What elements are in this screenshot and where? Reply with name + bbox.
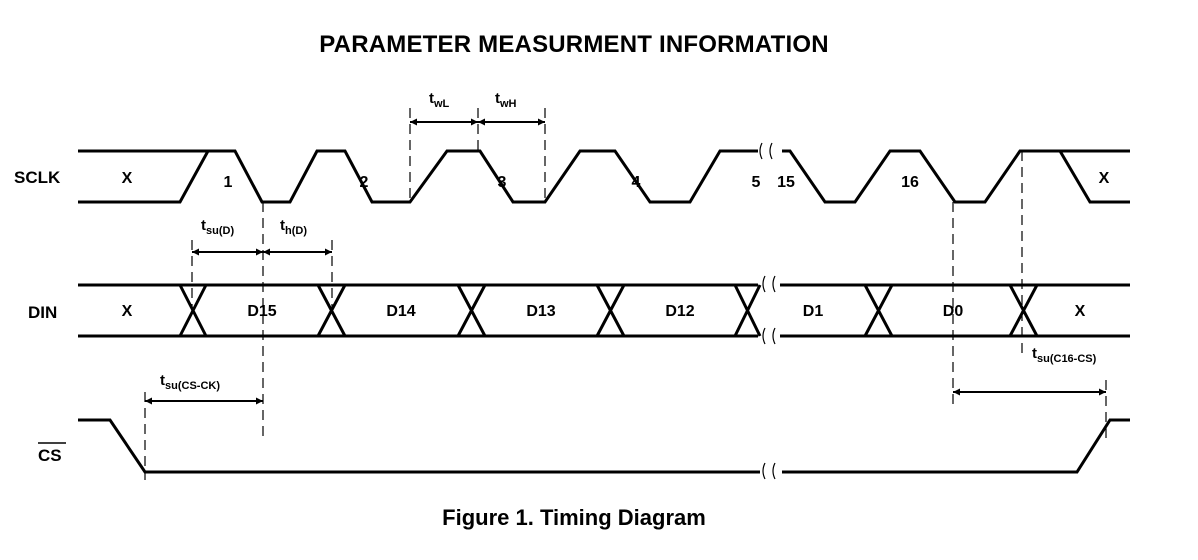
sclk-clock-trace-b (782, 149, 1060, 204)
figure-caption: Figure 1. Timing Diagram (442, 505, 706, 530)
sclk-label-1: 1 (224, 174, 233, 191)
tsuc16cs-label: tsu(C16-CS) (1032, 345, 1097, 365)
cs-trace-b (782, 418, 1130, 474)
reference-lines (144, 108, 1107, 480)
sclk-label-5: 5 (752, 174, 761, 191)
sclk-tail-upper (1058, 150, 1130, 204)
sclk-label-4: 4 (632, 174, 641, 191)
dimension-arrows (145, 118, 1106, 405)
din-label-d14: D14 (386, 303, 415, 320)
sclk-label-16: 16 (901, 174, 919, 191)
cs-waveform (78, 418, 1130, 474)
din-break-mark (762, 275, 776, 345)
sclk-label-15: 15 (777, 174, 795, 191)
din-label-d13: D13 (526, 303, 555, 320)
sclk-break-mark (759, 142, 773, 160)
sclk-label-3: 3 (498, 174, 507, 191)
sclk-signal-name: SCLK (14, 168, 61, 187)
cs-trace-a (78, 418, 760, 474)
thd-label: th(D) (280, 217, 307, 237)
din-crossings (178, 284, 1039, 337)
din-label-d1: D1 (803, 303, 824, 320)
cs-signal-name: CS (38, 446, 62, 465)
din-signal-name: DIN (28, 303, 57, 322)
din-label-d12: D12 (665, 303, 694, 320)
din-label-d0: D0 (943, 303, 964, 320)
cs-break-mark (762, 462, 776, 480)
tsucsck-label: tsu(CS-CK) (160, 372, 220, 392)
twh-label: twH (495, 90, 517, 110)
sclk-label-x-end: X (1099, 170, 1110, 187)
page-title: PARAMETER MEASURMENT INFORMATION (319, 31, 829, 58)
din-label-x-start: X (122, 303, 133, 320)
tsud-label: tsu(D) (201, 217, 234, 237)
din-label-d15: D15 (247, 303, 276, 320)
sclk-label-x-start: X (122, 170, 133, 187)
sclk-label-2: 2 (360, 174, 369, 191)
sclk-clock-trace-a (148, 149, 758, 204)
sclk-waveform (78, 149, 1130, 204)
din-waveform (78, 283, 1130, 338)
twl-label: twL (429, 90, 450, 110)
din-label-x-end: X (1075, 303, 1086, 320)
